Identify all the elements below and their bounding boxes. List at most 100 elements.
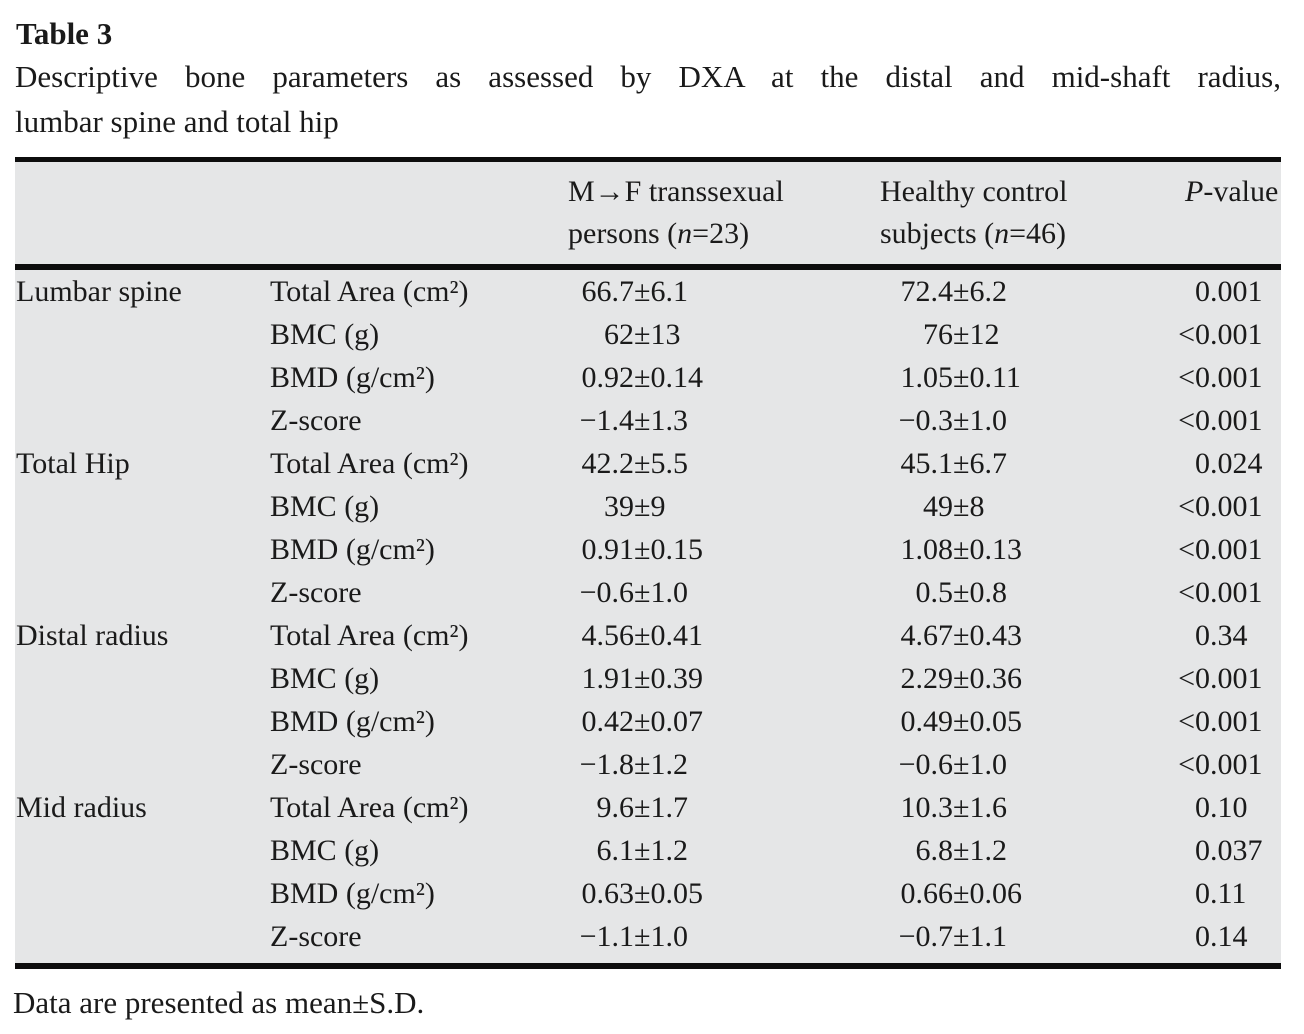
mtf-sd: 0.05 [650,876,703,910]
control-mean: 0.49 [900,704,954,738]
plus-minus-symbol: ± [634,274,651,308]
row-parameter-label: Total Area (cm²) [270,274,469,308]
n-count-italic: n [677,217,693,250]
mtf-mean: 62 [604,317,634,351]
pvalue-cell: <0.001 [1168,533,1281,567]
table-row: Z-score −1.4 ±1.3 −0.3 ±1.0 <0.001 [15,399,1281,442]
table-caption-line2: lumbar spine and total hip [15,104,339,139]
p-italic: P [1185,175,1204,208]
plus-minus-symbol: ± [634,360,651,394]
mtf-sd: 0.07 [650,704,703,738]
row-parameter-label: Z-score [270,919,362,953]
row-parameter-label: Z-score [270,403,362,437]
pvalue-less-than: < [1178,532,1195,566]
control-mean: −0.7 [898,919,953,953]
control-mean: −0.6 [898,747,953,781]
plus-minus-symbol: ± [634,446,651,480]
pvalue-less-than [1168,920,1195,954]
pvalue-number: 0.11 [1195,876,1247,910]
pvalue-number: 0.001 [1195,317,1263,351]
control-mean: 6.8 [915,833,954,867]
pvalue-cell: 0.024 [1168,447,1281,481]
pvalue-less-than [1168,275,1195,309]
mtf-sd: 0.41 [650,618,703,652]
pvalue-less-than [1168,834,1195,868]
plus-minus-symbol: ± [634,790,651,824]
pvalue-number: 0.001 [1195,403,1263,437]
table-label: Table 3 [16,16,113,51]
control-mean: 2.29 [900,661,954,695]
plus-minus-symbol: ± [634,532,651,566]
mtf-sd: 1.3 [650,403,688,437]
table-row: Total Hip Total Area (cm²) 42.2 ±5.5 45.1… [15,442,1281,485]
pvalue-number: 0.10 [1195,790,1248,824]
mtf-sd: 6.1 [650,274,688,308]
mtf-mean: 0.91 [581,532,635,566]
table-row: BMC (g) 62 ±13 76 ±12 <0.001 [15,313,1281,356]
pvalue-number: 0.001 [1195,274,1263,308]
mtf-sd: 1.0 [650,919,688,953]
pvalue-number: 0.024 [1195,446,1263,480]
plus-minus-symbol: ± [953,446,970,480]
table-row: BMC (g) 6.1 ±1.2 6.8 ±1.2 0.037 [15,829,1281,872]
mtf-sd: 0.14 [650,360,703,394]
row-parameter-label: Total Area (cm²) [270,790,469,824]
table-row: Lumbar spine Total Area (cm²) 66.7 ±6.1 7… [15,270,1281,313]
pvalue-cell: 0.11 [1168,877,1281,911]
plus-minus-symbol: ± [953,317,970,351]
pvalue-cell: <0.001 [1168,705,1281,739]
control-sd: 1.0 [969,747,1007,781]
header-mtf-line2: persons (n=23) [568,217,750,250]
pvalue-number: 0.001 [1195,532,1263,566]
control-mean: 1.08 [900,532,954,566]
row-group-label: Lumbar spine [16,274,182,308]
control-value-cell: 1.05 ±0.11 [880,361,1168,395]
mtf-value-cell: 39 ±9 [563,490,880,524]
pvalue-less-than: < [1178,704,1195,738]
row-group-label: Mid radius [16,790,147,824]
control-sd: 6.7 [969,446,1007,480]
pvalue-less-than: < [1178,403,1195,437]
control-sd: 12 [969,317,1000,351]
plus-minus-symbol: ± [953,790,970,824]
plus-minus-symbol: ± [953,532,970,566]
mtf-mean: 1.91 [581,661,635,695]
mtf-value-cell: −1.4 ±1.3 [563,404,880,438]
control-sd: 1.1 [969,919,1007,953]
data-table: M→F transsexual persons (n=23) Healthy c… [15,157,1281,969]
plus-minus-symbol: ± [953,704,970,738]
pvalue-cell: <0.001 [1168,576,1281,610]
plus-minus-symbol: ± [953,919,970,953]
mtf-value-cell: −1.8 ±1.2 [563,748,880,782]
mtf-value-cell: 62 ±13 [563,318,880,352]
header-control-line1: Healthy control [880,175,1068,208]
pvalue-number: 0.14 [1195,919,1248,953]
mtf-sd: 0.15 [650,532,703,566]
mtf-mean: 6.1 [596,833,635,867]
header-parameter-column [270,171,563,255]
plus-minus-symbol: ± [634,661,651,695]
plus-minus-symbol: ± [634,833,651,867]
control-value-cell: 10.3 ±1.6 [880,791,1168,825]
mtf-value-cell: −1.1 ±1.0 [563,920,880,954]
plus-minus-symbol: ± [634,618,651,652]
header-control-line2: subjects (n=46) [880,217,1067,250]
pvalue-number: 0.037 [1195,833,1263,867]
header-mtf-line1: M→F transsexual [568,175,784,208]
row-parameter-label: BMC (g) [270,833,380,867]
mtf-value-cell: 0.92 ±0.14 [563,361,880,395]
control-sd: 1.6 [969,790,1007,824]
table-body: Lumbar spine Total Area (cm²) 66.7 ±6.1 7… [15,270,1281,963]
table-row: Z-score −0.6 ±1.0 0.5 ±0.8 <0.001 [15,571,1281,614]
plus-minus-symbol: ± [953,489,970,523]
control-mean: 72.4 [900,274,954,308]
mtf-mean: 0.92 [581,360,635,394]
plus-minus-symbol: ± [634,575,651,609]
control-mean: 1.05 [900,360,954,394]
header-control-column: Healthy control subjects (n=46) [880,171,1168,255]
mtf-value-cell: 0.63 ±0.05 [563,877,880,911]
pvalue-less-than: < [1178,317,1195,351]
control-mean: 0.5 [915,575,954,609]
plus-minus-symbol: ± [953,575,970,609]
control-mean: 0.66 [900,876,954,910]
